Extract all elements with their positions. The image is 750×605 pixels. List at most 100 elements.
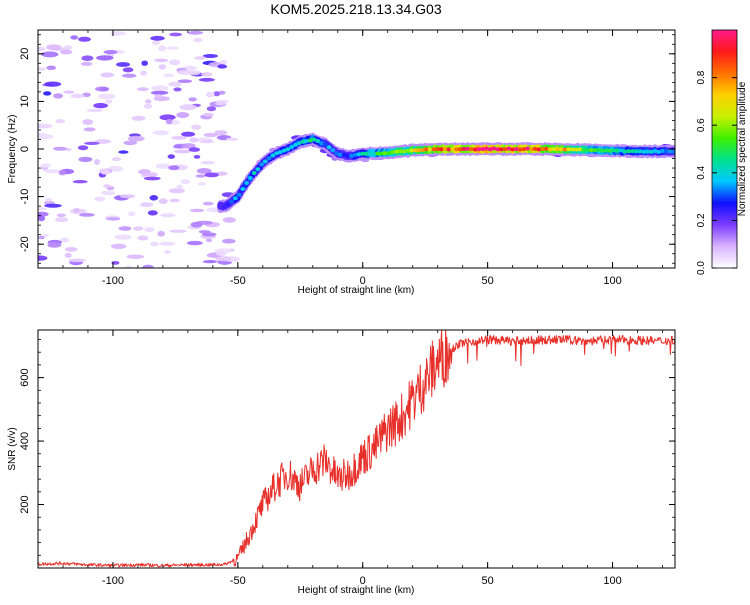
spectrogram-noise-blob: [100, 168, 110, 175]
spectrogram-noise-blob: [200, 140, 214, 144]
spectrogram-ridge-core: [311, 137, 317, 142]
spectrogram-noise-blob: [190, 221, 203, 228]
spectrogram-ridge-core: [409, 148, 414, 153]
spectrogram-noise-blob: [215, 101, 227, 106]
colorbar-ticks: 0.0 0.2 0.4 0.6 0.8: [696, 70, 737, 275]
spectrogram-xtick-label: 50: [482, 275, 494, 287]
spectrogram-noise-blob: [203, 112, 214, 117]
spectrogram-noise-blob: [176, 112, 190, 118]
snr-xtick-label: 0: [360, 575, 366, 587]
spectrogram-noise-blob: [59, 49, 73, 55]
spectrogram-ridge-core: [375, 151, 381, 156]
spectrogram-noise-blob: [77, 145, 89, 151]
spectrogram-ridge-core: [326, 145, 332, 150]
spectrogram-noise-blob: [55, 217, 69, 223]
spectrogram-noise-blob: [179, 104, 197, 111]
spectrogram-noise-blob: [169, 198, 180, 203]
spectrogram-ridge-core: [401, 149, 407, 154]
snr-xtick-label: 50: [482, 575, 494, 587]
spectrogram-ridge-core: [457, 147, 463, 152]
spectrogram-ridge-core: [637, 149, 643, 154]
spectrogram-ridge-core: [585, 148, 590, 152]
spectrogram-ylabel: Frequency (Hz): [7, 115, 18, 184]
spectrogram-noise-blob: [114, 234, 132, 240]
spectrogram-noise-blob: [127, 135, 145, 142]
spectrogram-noise-blob: [217, 64, 228, 69]
spectrogram-ridge-core: [266, 156, 272, 161]
spectrogram-noise-blob: [160, 213, 176, 218]
spectrogram-noise-blob: [55, 119, 65, 124]
spectrogram-ridge-core: [461, 146, 467, 151]
spectrogram-ytick-label: 0: [19, 146, 31, 152]
spectrogram-noise-blob: [157, 230, 165, 237]
spectrogram-ridge-core: [300, 139, 306, 144]
spectrogram-ridge-core: [356, 152, 362, 157]
spectrogram-noise-blob: [38, 215, 46, 222]
spectrogram-ridge-core: [218, 204, 223, 209]
spectrogram-noise-blob: [150, 35, 165, 41]
snr-panel: -100 -50 0 50 100 200 400 600 Height of straigh…: [7, 329, 676, 596]
spectrogram-noise-blob: [43, 91, 52, 96]
spectrogram-noise-blob: [196, 168, 212, 174]
spectrogram-ridge-core: [663, 149, 669, 154]
spectrogram-noise-blob: [208, 91, 215, 97]
spectrogram-noise-blob: [147, 210, 158, 216]
spectrogram-noise-blob: [154, 94, 163, 99]
spectrogram-noise-blob: [206, 106, 217, 112]
spectrogram-noise-blob: [204, 172, 219, 178]
spectrogram-noise-blob: [58, 170, 66, 176]
spectrogram-noise-blob: [38, 255, 48, 261]
spectrogram-image: [38, 30, 675, 268]
spectrogram-ridge-core: [525, 146, 530, 151]
spectrogram-ridge-core: [292, 142, 298, 147]
spectrogram-noise-blob: [169, 32, 183, 37]
spectrogram-ridge-core: [570, 147, 575, 152]
spectrogram-ridge-core: [555, 147, 560, 151]
spectrogram-ridge-core: [394, 149, 399, 154]
spectrogram-ridge-core: [502, 147, 508, 152]
spectrogram-ridge-core: [562, 147, 568, 152]
spectrogram-noise-blob: [202, 260, 218, 264]
spectrogram-noise-blob: [96, 55, 114, 61]
colorbar-gradient: [711, 29, 738, 269]
spectrogram-ridge-core: [600, 148, 605, 153]
spectrogram-noise-blob: [213, 91, 221, 97]
spectrogram-ridge-core: [506, 146, 512, 151]
spectrogram-ridge-core: [641, 149, 647, 154]
spectrogram-noise-blob: [133, 226, 144, 231]
spectrogram-noise-blob: [100, 190, 111, 195]
spectrogram-noise-blob: [144, 227, 155, 233]
spectrogram-noise-blob: [128, 211, 136, 217]
spectrogram-ridge-core: [532, 146, 538, 151]
spectrogram-noise-blob: [155, 163, 171, 169]
spectrogram-noise-blob: [154, 58, 169, 63]
spectrogram-ridge-core: [367, 151, 373, 156]
spectrogram-noise-blob: [94, 139, 112, 144]
spectrogram-ridge-core: [341, 152, 347, 157]
spectrogram-ridge-core: [592, 148, 598, 153]
spectrogram-noise-blob: [141, 60, 148, 66]
spectrogram-noise-blob: [201, 232, 217, 237]
spectrogram-xtick-label: 100: [603, 275, 621, 287]
spectrogram-noise-blob: [56, 213, 66, 218]
spectrogram-ridge-core: [491, 146, 497, 151]
spectrogram-noise-blob: [122, 73, 137, 78]
spectrogram-noise-blob: [112, 157, 122, 162]
spectrogram-noise-blob: [183, 65, 197, 71]
spectrogram-noise-blob: [40, 163, 52, 168]
spectrogram-noise-blob: [83, 127, 96, 132]
snr-ytick-label: 400: [19, 432, 31, 450]
spectrogram-noise-blob: [164, 250, 171, 255]
spectrogram-ridge-core: [255, 167, 261, 172]
spectrogram-noise-blob: [143, 176, 161, 181]
spectrogram-ridge-core: [439, 147, 444, 152]
spectrogram-ridge-core: [484, 146, 489, 151]
spectrogram-noise-blob: [177, 79, 192, 83]
spectrogram-ridge-core: [251, 171, 257, 175]
spectrogram-ridge-core: [626, 149, 632, 154]
spectrogram-ytick-label: 20: [19, 48, 31, 60]
spectrogram-noise-blob: [214, 130, 228, 136]
